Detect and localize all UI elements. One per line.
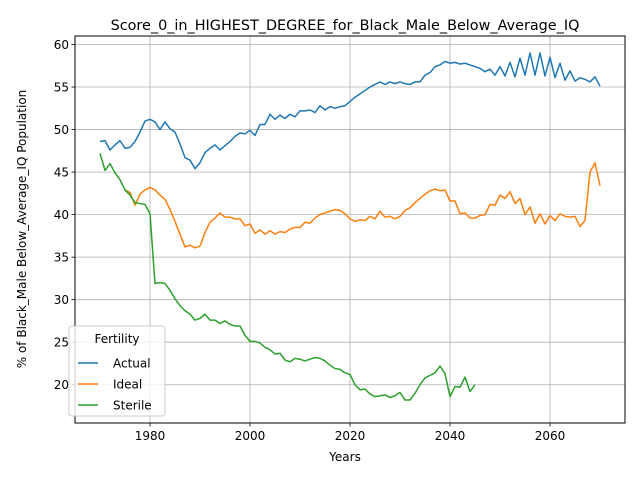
y-axis-label: % of Black_Male Below_Average_IQ Populat… xyxy=(15,90,29,369)
series-line-actual xyxy=(99,52,601,170)
y-tick-label: 30 xyxy=(54,293,69,307)
series-line-sterile xyxy=(99,153,476,401)
x-axis-ticks: 1980 2000 2020 2040 2060 xyxy=(135,423,566,443)
y-tick-label: 60 xyxy=(54,38,69,52)
y-axis-ticks: 20 25 30 35 40 45 50 55 60 xyxy=(54,38,75,392)
y-tick-label: 45 xyxy=(54,165,69,179)
y-tick-label: 40 xyxy=(54,208,69,222)
y-tick-label: 35 xyxy=(54,250,69,264)
x-tick-label: 2060 xyxy=(535,429,566,443)
legend-label-sterile: Sterile xyxy=(113,398,152,412)
legend-title: Fertility xyxy=(94,332,139,346)
y-tick-label: 50 xyxy=(54,123,69,137)
x-tick-label: 1980 xyxy=(135,429,166,443)
y-tick-label: 20 xyxy=(54,378,69,392)
legend-label-actual: Actual xyxy=(113,356,151,370)
legend: Fertility Actual Ideal Sterile xyxy=(68,325,166,417)
series-line-ideal xyxy=(124,161,601,249)
x-tick-label: 2000 xyxy=(235,429,266,443)
x-tick-label: 2040 xyxy=(435,429,466,443)
legend-label-ideal: Ideal xyxy=(113,377,142,391)
grid xyxy=(75,36,625,423)
legend-box xyxy=(68,325,166,417)
legend-entries: Actual Ideal Sterile xyxy=(78,356,152,412)
chart-title: Score_0_in_HIGHEST_DEGREE_for_Black_Male… xyxy=(111,18,580,34)
series-layer xyxy=(99,52,601,401)
y-tick-label: 25 xyxy=(54,335,69,349)
x-tick-label: 2020 xyxy=(335,429,366,443)
y-tick-label: 55 xyxy=(54,80,69,94)
x-axis-label: Years xyxy=(328,450,361,464)
